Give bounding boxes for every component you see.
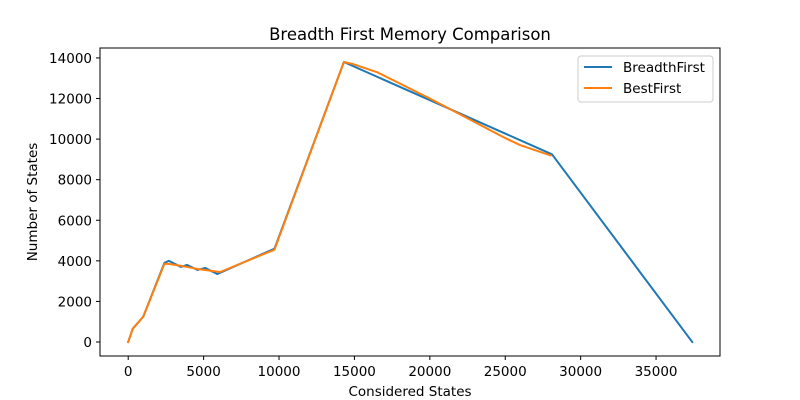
x-axis-label: Considered States (348, 384, 471, 400)
legend-label-0: BreadthFirst (623, 60, 705, 76)
series-line-0 (126, 61, 694, 344)
x-tick-label: 5000 (186, 364, 220, 380)
chart-title: Breadth First Memory Comparison (269, 25, 551, 44)
y-tick-label: 12000 (49, 92, 92, 108)
x-tick-label: 30000 (559, 364, 602, 380)
x-tick-label: 35000 (635, 364, 678, 380)
series-line-1 (126, 61, 552, 344)
y-tick-label: 4000 (58, 254, 92, 270)
y-tick-label: 0 (83, 335, 92, 351)
legend: BreadthFirst BestFirst (577, 55, 714, 103)
x-tick-label: 25000 (484, 364, 527, 380)
x-tick-label: 20000 (408, 364, 451, 380)
y-tick-label: 8000 (58, 173, 92, 189)
x-axis-ticks: 0 5000 10000 15000 20000 25000 30000 35000 (124, 356, 678, 380)
y-tick-label: 6000 (58, 213, 92, 229)
y-axis-ticks: 0 2000 4000 6000 8000 10000 12000 14000 (49, 51, 100, 351)
plot-series (126, 61, 694, 344)
legend-label-1: BestFirst (623, 81, 681, 97)
y-tick-label: 10000 (49, 132, 92, 148)
x-tick-label: 10000 (258, 364, 301, 380)
y-tick-label: 14000 (49, 51, 92, 67)
x-tick-label: 0 (124, 364, 133, 380)
y-axis-label: Number of States (25, 143, 41, 262)
plot-frame (99, 47, 721, 357)
y-tick-label: 2000 (58, 294, 92, 310)
x-tick-label: 15000 (333, 364, 376, 380)
